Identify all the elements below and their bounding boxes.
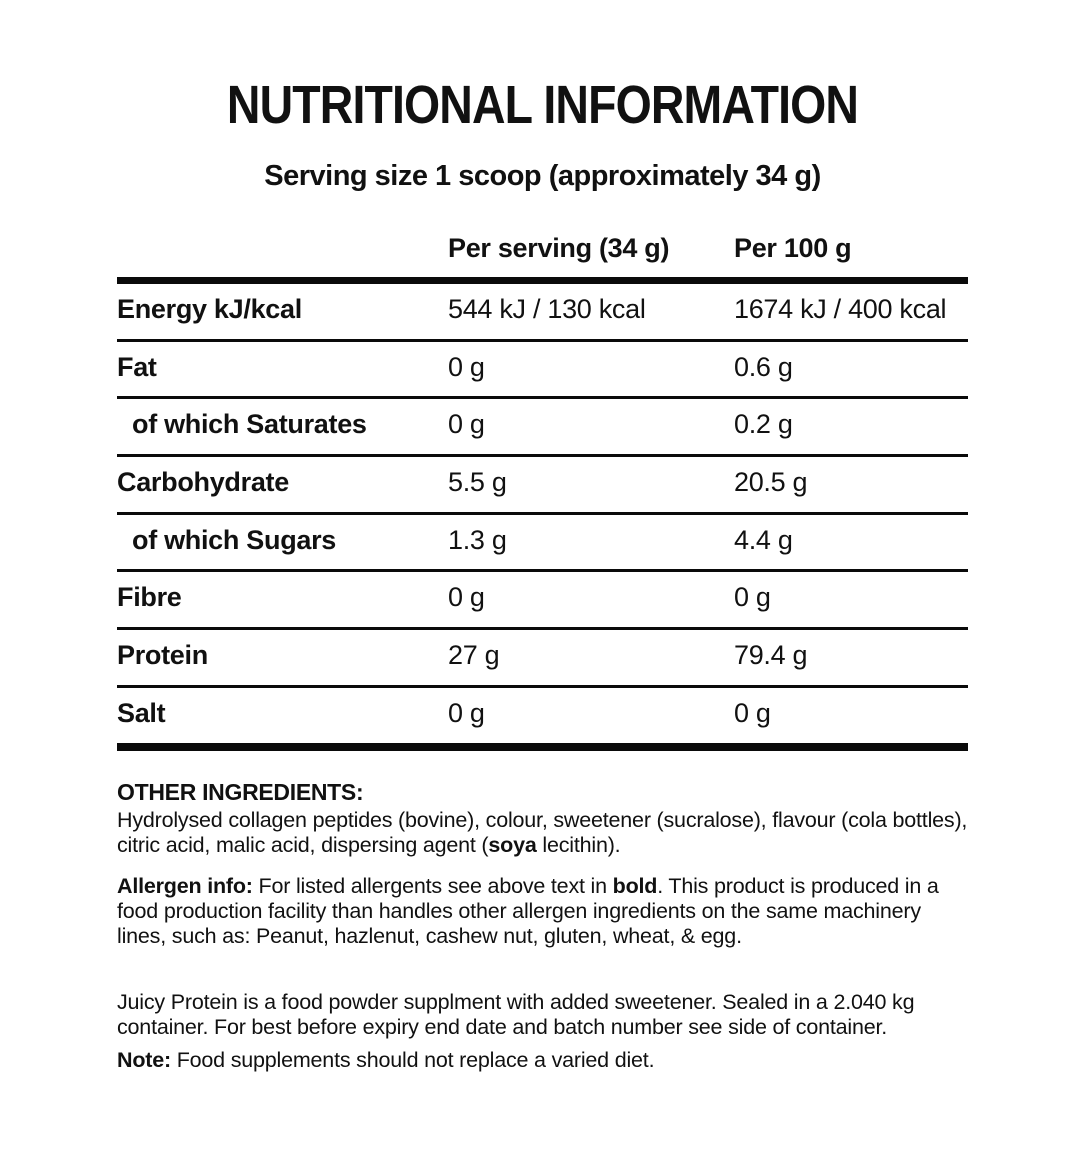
per-100g-value: 1674 kJ / 400 kcal (734, 294, 947, 324)
per-serving-value: 0 g (448, 409, 485, 440)
nutrient-label: Protein (117, 640, 208, 671)
table-row: Salt 0 g 0 g (117, 684, 968, 743)
product-description-text: Juicy Protein is a food powder supplment… (117, 989, 915, 1039)
per-100g-value: 0 g (734, 582, 771, 613)
allergen-info-label: Allergen info: (117, 873, 253, 898)
per-serving-value: 0 g (448, 351, 485, 382)
nutrient-label: Energy kJ/kcal (117, 294, 302, 324)
per-serving-value: 1.3 g (448, 524, 507, 555)
other-ingredients-text: Hydrolysed collagen peptides (bovine), c… (117, 808, 968, 858)
nutrient-label: of which Saturates (132, 409, 367, 440)
table-header-per-serving: Per serving (34 g) (448, 233, 670, 263)
table-row: of which Saturates 0 g 0.2 g (117, 396, 968, 454)
note-body: Food supplements should not replace a va… (170, 1047, 655, 1072)
per-100g-value: 4.4 g (734, 524, 793, 555)
table-row: Carbohydrate 5.5 g 20.5 g (117, 454, 968, 512)
allergen-text-part2: . This product is produced in a food pro… (117, 873, 939, 948)
serving-size-subtitle: Serving size 1 scoop (approximately 34 g… (264, 160, 821, 192)
nutrient-label: Salt (117, 697, 166, 728)
table-header-per-100g: Per 100 g (734, 233, 852, 263)
allergen-info-text: Allergen info: For listed allergents see… (117, 874, 968, 949)
allergen-bold-word: bold (612, 873, 658, 898)
per-100g-value: 0.2 g (734, 409, 793, 440)
ingredients-text-end: lecithin). (536, 832, 621, 857)
nutrient-label: Carbohydrate (117, 467, 289, 498)
allergen-text-part1: For listed allergents see above text in (252, 873, 613, 898)
table-row: Energy kJ/kcal 544 kJ / 130 kcal 1674 kJ… (117, 284, 968, 339)
table-row: Fat 0 g 0.6 g (117, 338, 968, 397)
table-header-row: Per serving (34 g) Per 100 g (117, 233, 968, 277)
per-100g-value: 0.6 g (734, 351, 793, 382)
per-serving-value: 544 kJ / 130 kcal (448, 294, 646, 324)
table-row: Protein 27 g 79.4 g (117, 627, 968, 685)
page-title: NUTRITIONAL INFORMATION (226, 75, 859, 135)
table-row: of which Sugars 1.3 g 4.4 g (117, 511, 968, 570)
note-label: Note: (117, 1047, 171, 1072)
per-serving-value: 0 g (448, 697, 485, 728)
nutrition-table: Per serving (34 g) Per 100 g Energy kJ/k… (117, 233, 968, 751)
per-100g-value: 79.4 g (734, 640, 808, 671)
nutrition-table-body: Energy kJ/kcal 544 kJ / 130 kcal 1674 kJ… (117, 277, 968, 751)
nutrition-label-page: NUTRITIONAL INFORMATION Serving size 1 s… (0, 78, 1080, 1158)
per-100g-value: 20.5 g (734, 467, 808, 498)
note-text: Note: Food supplements should not replac… (117, 1048, 968, 1073)
nutrient-label: Fibre (117, 582, 182, 613)
other-ingredients-heading: OTHER INGREDIENTS: (117, 778, 364, 805)
nutrient-label: Fat (117, 351, 157, 382)
table-row: Fibre 0 g 0 g (117, 569, 968, 627)
per-serving-value: 0 g (448, 582, 485, 613)
nutrient-label: of which Sugars (132, 524, 337, 555)
ingredients-text-start: Hydrolysed collagen peptides (bovine), c… (117, 807, 968, 857)
per-100g-value: 0 g (734, 697, 771, 728)
ingredients-bold-allergen: soya (488, 832, 537, 857)
per-serving-value: 27 g (448, 640, 500, 671)
per-serving-value: 5.5 g (448, 467, 507, 498)
